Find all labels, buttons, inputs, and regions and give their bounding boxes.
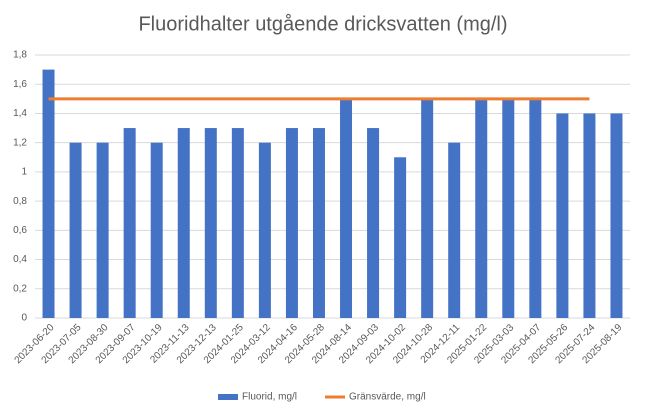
bar — [583, 113, 596, 318]
bar — [42, 69, 55, 318]
bar — [502, 98, 515, 318]
bar — [529, 98, 542, 318]
legend-swatch — [218, 394, 238, 400]
y-tick-label: 0,2 — [13, 283, 27, 294]
bar — [367, 128, 380, 318]
bar — [231, 128, 244, 318]
legend-label: Fluorid, mg/l — [242, 392, 297, 403]
bar — [610, 113, 623, 318]
bar — [421, 98, 434, 318]
bar — [312, 128, 325, 318]
bar — [123, 128, 136, 318]
bar — [475, 98, 488, 318]
bar — [96, 142, 109, 318]
bar — [285, 128, 298, 318]
y-tick-label: 0 — [21, 313, 27, 324]
y-tick-label: 1 — [21, 167, 27, 178]
chart-title: Fluoridhalter utgående dricksvatten (mg/… — [138, 13, 507, 35]
y-tick-label: 0,6 — [13, 225, 27, 236]
y-tick-label: 1,6 — [13, 79, 27, 90]
bar — [258, 142, 271, 318]
bar — [150, 142, 163, 318]
y-tick-label: 0,4 — [13, 254, 27, 265]
y-tick-label: 1,4 — [13, 108, 27, 119]
bar — [69, 142, 82, 318]
bar — [340, 98, 353, 318]
bar — [394, 157, 407, 318]
bar — [177, 128, 190, 318]
y-tick-label: 0,8 — [13, 196, 27, 207]
bar — [448, 142, 461, 318]
bar — [556, 113, 569, 318]
legend-label: Gränsvärde, mg/l — [349, 392, 426, 403]
y-tick-label: 1,2 — [13, 137, 27, 148]
y-tick-label: 1,8 — [13, 50, 27, 61]
bar — [204, 128, 217, 318]
